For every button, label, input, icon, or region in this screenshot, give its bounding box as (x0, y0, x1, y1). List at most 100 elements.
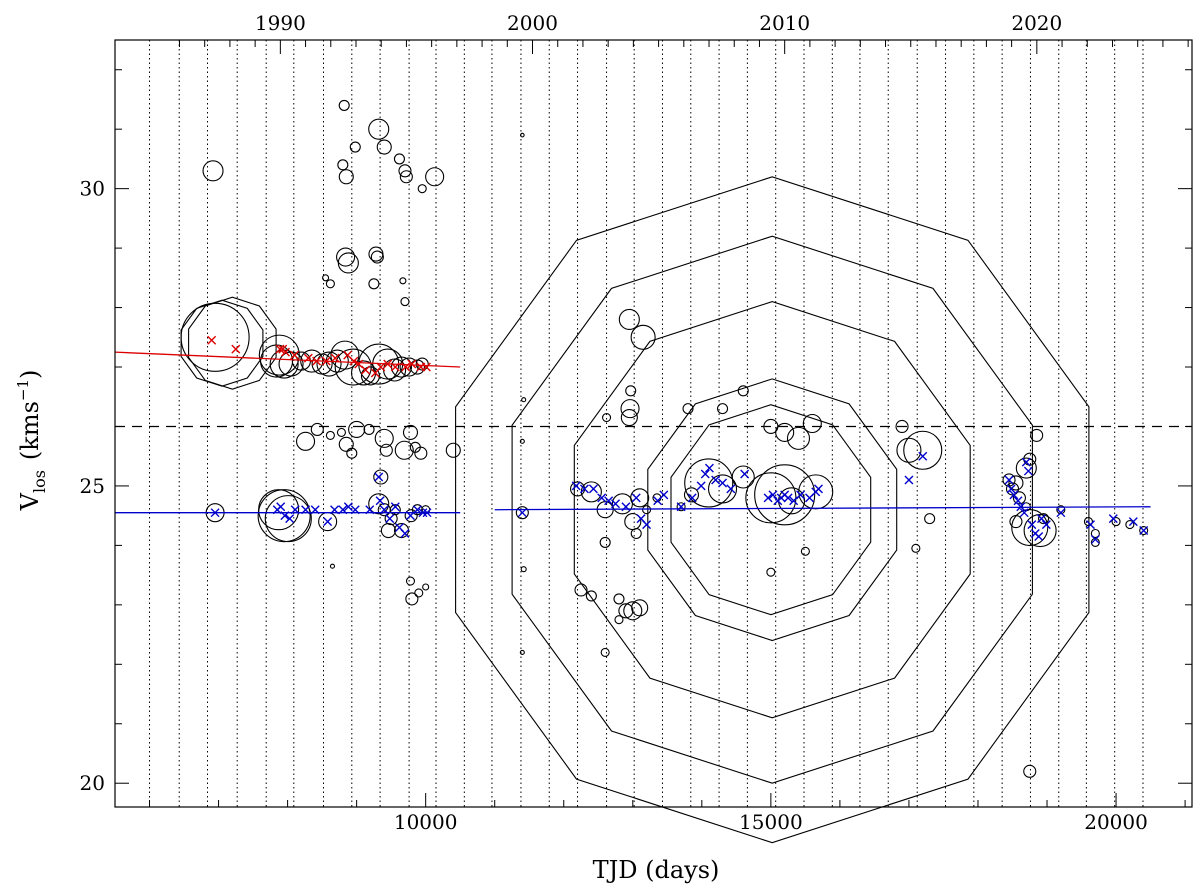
blue-cross-point (400, 529, 410, 538)
data-circle (620, 399, 640, 419)
data-circle (1056, 505, 1066, 515)
x-tick-label: 15000 (739, 810, 803, 834)
data-circle (630, 488, 650, 508)
data-circle (618, 308, 640, 330)
y-axis-title-close: ) (16, 370, 44, 379)
y-axis-title-main: V (16, 492, 44, 511)
gridlines (115, 40, 1192, 807)
blue-cross-point (704, 463, 714, 473)
blue-cross-point (1139, 526, 1149, 536)
red-cross-point (401, 362, 411, 372)
error-decagon (455, 176, 1090, 844)
data-circle (325, 279, 335, 289)
data-circle (400, 297, 410, 307)
red-cross-point (407, 359, 417, 369)
error-decagon (647, 378, 898, 642)
data-circle (349, 141, 361, 153)
data-circle (376, 139, 392, 155)
red-cross-point (281, 347, 291, 357)
y-axis-title-units: (kms (16, 401, 44, 460)
data-circle (786, 426, 811, 450)
data-circle (682, 403, 694, 415)
blue-cross-point (918, 451, 928, 461)
red-cross-point (383, 359, 393, 369)
data-marks (114, 99, 1151, 844)
data-circle (1038, 513, 1050, 525)
data-circle (404, 509, 418, 523)
blue-cross-point (726, 484, 736, 494)
data-circle (394, 440, 414, 460)
blue-cross-point (763, 493, 773, 503)
data-circle (618, 603, 634, 619)
blue-cross-point (676, 502, 686, 512)
data-circle (325, 430, 335, 440)
blue-cross-point (1041, 520, 1051, 530)
data-circle (630, 324, 656, 350)
blue-cross-point (374, 472, 384, 482)
red-cross-point (321, 356, 331, 366)
red-cross-point (290, 350, 299, 360)
blue-cross-point (1108, 514, 1118, 524)
data-circle (737, 385, 749, 397)
blue-cross-point (1090, 534, 1100, 544)
blue-cross-point (276, 502, 286, 512)
data-circle (895, 419, 909, 434)
data-circle (1030, 428, 1044, 442)
data-circle (316, 351, 342, 377)
y-axis-title-exp: −1 (14, 379, 32, 401)
red-cross-point (390, 362, 400, 372)
data-circle (731, 465, 755, 489)
data-circle (202, 160, 224, 182)
data-circle (363, 423, 375, 435)
blue-cross-point (379, 505, 389, 515)
data-circle (399, 277, 407, 285)
data-circle (295, 431, 316, 451)
blue-cross-point (1056, 508, 1066, 518)
data-circle (600, 647, 610, 657)
data-circle (574, 583, 588, 597)
data-circle (599, 536, 611, 548)
blue-cross-point (210, 508, 220, 518)
data-circle (1011, 509, 1049, 547)
data-circle (399, 170, 413, 184)
data-circle (1111, 517, 1121, 527)
blue-cross-point (330, 505, 340, 515)
blue-cross-point (343, 502, 353, 512)
blue-cross-point (375, 496, 385, 506)
red-cross-point (275, 344, 285, 354)
data-circle (348, 420, 366, 438)
blue-cross-point (1128, 517, 1138, 527)
data-circle (264, 495, 312, 543)
blue-cross-point (621, 502, 631, 512)
data-circle (322, 274, 330, 282)
blue-cross-point (796, 490, 806, 500)
data-circle (368, 246, 384, 262)
data-circle (623, 601, 643, 621)
blue-cross-point (285, 514, 295, 524)
data-circle (800, 546, 810, 556)
blue-cross-point (1086, 520, 1096, 530)
error-decagon (511, 235, 1033, 784)
blue-cross-point (1034, 531, 1044, 541)
data-circle (625, 385, 637, 397)
data-circle (414, 588, 424, 598)
data-circle (180, 299, 264, 387)
data-circle (379, 443, 393, 457)
blue-cross-point (1027, 520, 1037, 530)
red-cross-point (361, 365, 371, 375)
blue-cross-point (390, 502, 400, 512)
data-circle (393, 153, 405, 165)
data-circle (924, 513, 936, 525)
red-cross-point (303, 353, 313, 363)
data-circle (1083, 517, 1093, 527)
data-circle (1090, 528, 1100, 539)
blue-cross-point (1023, 466, 1033, 476)
data-circle (422, 583, 430, 591)
data-circle (368, 493, 390, 515)
data-circle (585, 590, 597, 602)
data-circle (802, 413, 822, 434)
data-circle (329, 563, 336, 569)
data-circle (415, 357, 429, 371)
